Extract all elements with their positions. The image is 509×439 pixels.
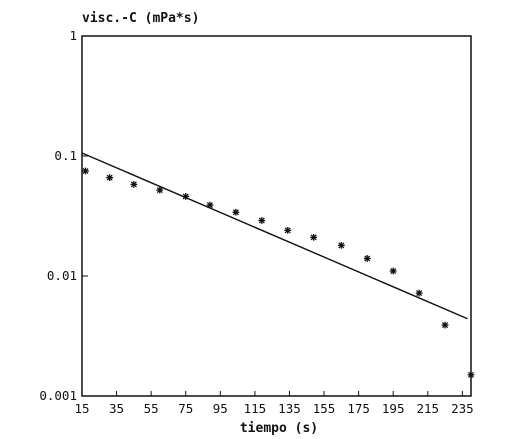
data-point bbox=[82, 167, 89, 175]
plot-frame bbox=[81, 35, 472, 397]
y-tick-label: 1 bbox=[69, 28, 77, 43]
y-axis-title: visc.-C (mPa*s) bbox=[82, 11, 199, 26]
data-point bbox=[337, 241, 345, 249]
data-point bbox=[106, 174, 114, 182]
x-tick-label: 55 bbox=[144, 401, 159, 416]
data-marks bbox=[81, 152, 475, 379]
x-tick-label: 135 bbox=[278, 401, 301, 416]
data-point bbox=[389, 267, 397, 275]
data-point bbox=[232, 208, 240, 216]
y-tick-label: 0.1 bbox=[54, 148, 77, 163]
x-tick-label: 95 bbox=[213, 401, 228, 416]
x-tick-label: 195 bbox=[382, 401, 405, 416]
x-tick-label: 175 bbox=[347, 401, 370, 416]
data-point bbox=[363, 255, 371, 262]
x-tick-label: 35 bbox=[109, 401, 124, 416]
data-point bbox=[415, 289, 423, 297]
data-point bbox=[156, 186, 164, 194]
data-point bbox=[258, 217, 266, 224]
x-tick-label: 115 bbox=[244, 401, 267, 416]
x-tick-label: 15 bbox=[74, 401, 89, 416]
x-tick-label: 215 bbox=[416, 401, 439, 416]
data-point bbox=[130, 180, 138, 188]
data-point bbox=[441, 321, 449, 329]
axis-ticks: 15 35 55 75 95 115 135 155 175 195 215 235 1 0.1 0.01 0… bbox=[39, 28, 473, 416]
x-tick-label: 155 bbox=[313, 401, 336, 416]
x-tick-label: 75 bbox=[178, 401, 193, 416]
x-tick-label: 235 bbox=[451, 401, 474, 416]
data-point bbox=[310, 233, 318, 241]
data-point bbox=[284, 226, 292, 234]
fit-line bbox=[81, 152, 468, 320]
y-tick-label: 0.001 bbox=[39, 388, 77, 403]
x-axis-title: tiempo (s) bbox=[240, 421, 318, 436]
data-point bbox=[467, 371, 475, 379]
y-tick-label: 0.01 bbox=[47, 268, 77, 283]
